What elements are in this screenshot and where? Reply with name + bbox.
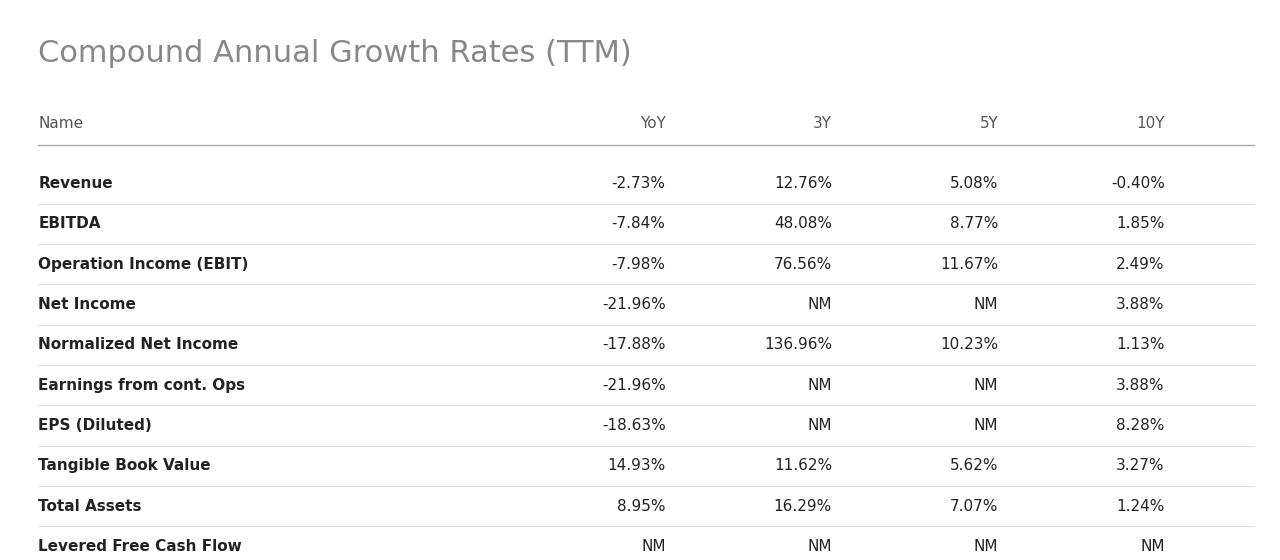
Text: 1.13%: 1.13% (1116, 338, 1165, 352)
Text: EPS (Diluted): EPS (Diluted) (38, 418, 152, 433)
Text: -7.84%: -7.84% (612, 217, 666, 231)
Text: 2.49%: 2.49% (1116, 257, 1165, 272)
Text: -17.88%: -17.88% (602, 338, 666, 352)
Text: Normalized Net Income: Normalized Net Income (38, 338, 238, 352)
Text: Operation Income (EBIT): Operation Income (EBIT) (38, 257, 248, 272)
Text: NM: NM (974, 297, 998, 312)
Text: 11.62%: 11.62% (774, 459, 832, 473)
Text: NM: NM (974, 378, 998, 393)
Text: 14.93%: 14.93% (607, 459, 666, 473)
Text: 3.88%: 3.88% (1116, 297, 1165, 312)
Text: Earnings from cont. Ops: Earnings from cont. Ops (38, 378, 246, 393)
Text: NM: NM (808, 297, 832, 312)
Text: NM: NM (808, 378, 832, 393)
Text: 16.29%: 16.29% (773, 499, 832, 514)
Text: -21.96%: -21.96% (602, 297, 666, 312)
Text: 5.62%: 5.62% (950, 459, 998, 473)
Text: YoY: YoY (640, 116, 666, 130)
Text: 1.85%: 1.85% (1116, 217, 1165, 231)
Text: Tangible Book Value: Tangible Book Value (38, 459, 211, 473)
Text: 10.23%: 10.23% (941, 338, 998, 352)
Text: 8.95%: 8.95% (617, 499, 666, 514)
Text: 5Y: 5Y (979, 116, 998, 130)
Text: 8.28%: 8.28% (1116, 418, 1165, 433)
Text: 8.77%: 8.77% (950, 217, 998, 231)
Text: Compound Annual Growth Rates (TTM): Compound Annual Growth Rates (TTM) (38, 39, 632, 68)
Text: NM: NM (808, 539, 832, 554)
Text: NM: NM (808, 418, 832, 433)
Text: 76.56%: 76.56% (773, 257, 832, 272)
Text: 3.27%: 3.27% (1116, 459, 1165, 473)
Text: Net Income: Net Income (38, 297, 136, 312)
Text: Name: Name (38, 116, 83, 130)
Text: EBITDA: EBITDA (38, 217, 101, 231)
Text: 11.67%: 11.67% (941, 257, 998, 272)
Text: 3.88%: 3.88% (1116, 378, 1165, 393)
Text: Total Assets: Total Assets (38, 499, 142, 514)
Text: 7.07%: 7.07% (950, 499, 998, 514)
Text: Revenue: Revenue (38, 176, 113, 191)
Text: 10Y: 10Y (1137, 116, 1165, 130)
Text: -7.98%: -7.98% (612, 257, 666, 272)
Text: NM: NM (641, 539, 666, 554)
Text: NM: NM (974, 418, 998, 433)
Text: Levered Free Cash Flow: Levered Free Cash Flow (38, 539, 242, 554)
Text: 3Y: 3Y (813, 116, 832, 130)
Text: 136.96%: 136.96% (764, 338, 832, 352)
Text: 1.24%: 1.24% (1116, 499, 1165, 514)
Text: -0.40%: -0.40% (1111, 176, 1165, 191)
Text: -21.96%: -21.96% (602, 378, 666, 393)
Text: 48.08%: 48.08% (774, 217, 832, 231)
Text: -2.73%: -2.73% (612, 176, 666, 191)
Text: NM: NM (974, 539, 998, 554)
Text: NM: NM (1140, 539, 1165, 554)
Text: 12.76%: 12.76% (774, 176, 832, 191)
Text: 5.08%: 5.08% (950, 176, 998, 191)
Text: -18.63%: -18.63% (602, 418, 666, 433)
